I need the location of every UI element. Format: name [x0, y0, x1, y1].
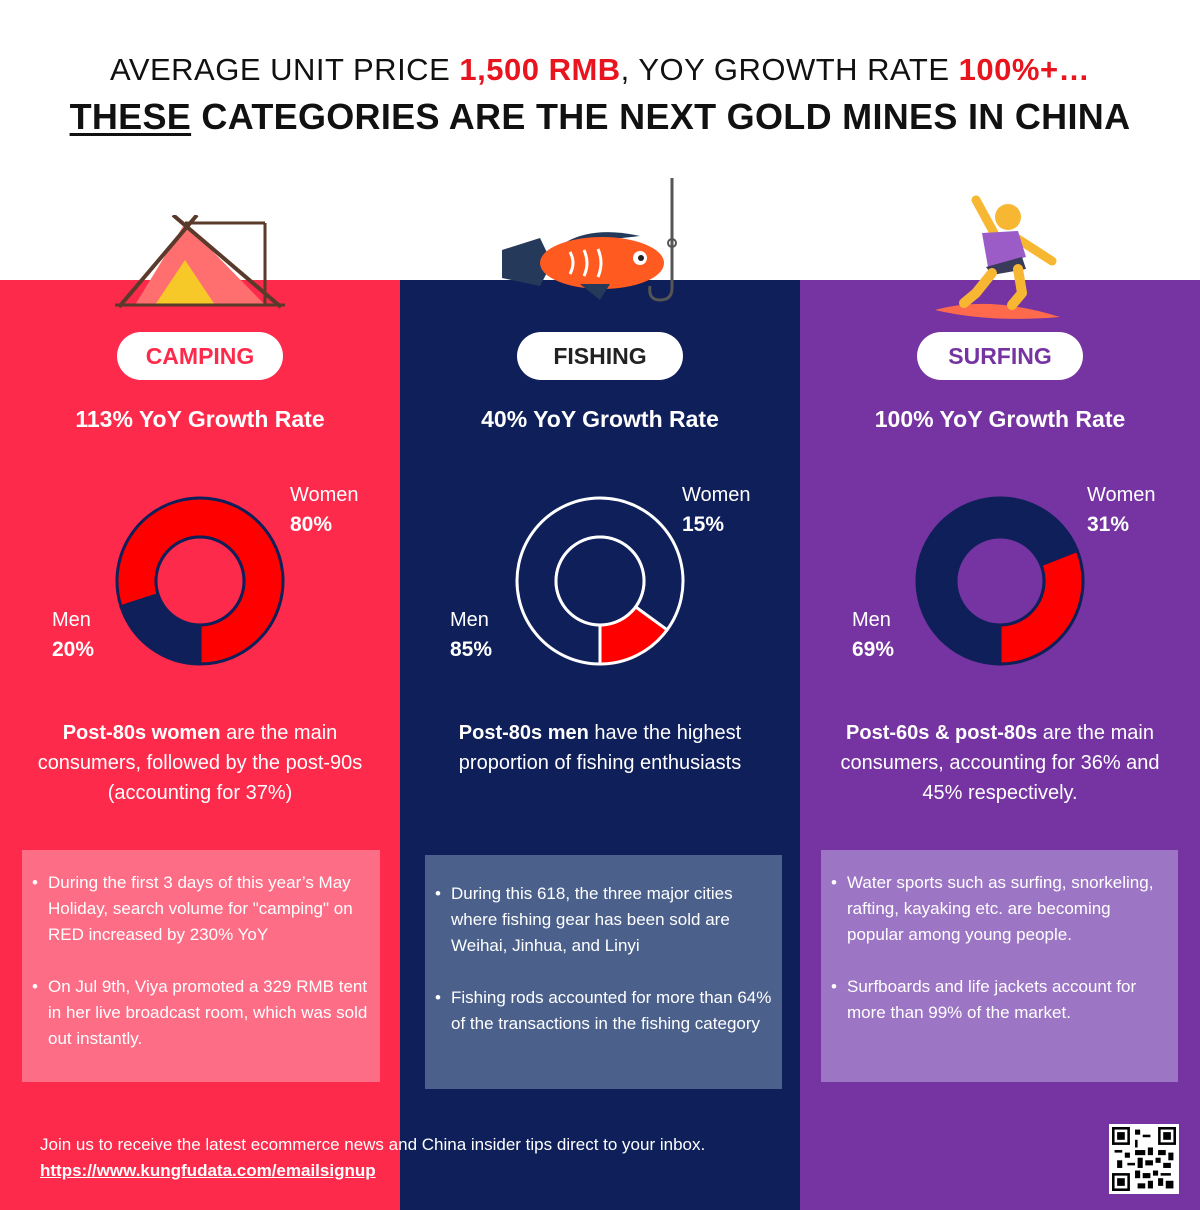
men-label-text: Men: [852, 609, 891, 631]
growth-rate-camping: 113% YoY Growth Rate: [75, 406, 325, 432]
description-surfing: Post-60s & post-80s are the main consume…: [820, 718, 1180, 808]
women-label-text: Women: [1087, 484, 1156, 506]
fact-item: Water sports such as surfing, snorkeling…: [829, 870, 1170, 948]
fish-on-hook-icon: [502, 178, 677, 302]
qr-code-icon: [1109, 1124, 1179, 1194]
growth-rate-fishing: 40% YoY Growth Rate: [481, 406, 719, 432]
men-label-text: Men: [52, 609, 91, 631]
donut-chart-camping: [115, 496, 285, 666]
headline: AVERAGE UNIT PRICE 1,500 RMB, YOY GROWTH…: [0, 52, 1200, 88]
headline-part-3: , YOY GROWTH RATE: [620, 52, 959, 87]
fact-item: On Jul 9th, Viya promoted a 329 RMB tent…: [30, 974, 372, 1052]
women-percent: 15%: [682, 513, 725, 536]
headline-growth: 100%+…: [958, 52, 1091, 87]
headline-price: 1,500 RMB: [459, 52, 621, 87]
donut-hole: [154, 535, 246, 627]
women-label-surfing: Women 31%: [1087, 480, 1156, 540]
men-percent: 85%: [450, 638, 493, 661]
fact-item: During this 618, the three major cities …: [433, 881, 774, 959]
men-label-camping: Men 20%: [52, 605, 94, 665]
surfer-icon: [935, 195, 1060, 319]
donut-hole: [954, 535, 1046, 627]
description-text: are the main consumers, followed by the …: [37, 722, 363, 804]
category-pill-camping: CAMPING: [117, 332, 283, 380]
fishing-column: FISHING 40% YoY Growth Rate Women 15% Me…: [400, 280, 800, 1210]
surfing-column: SURFING 100% YoY Growth Rate Women 31% M…: [800, 280, 1200, 1210]
women-label-text: Women: [682, 484, 751, 506]
donut-hole: [554, 535, 646, 627]
category-pill-fishing: FISHING: [517, 332, 683, 380]
description-bold: Post-80s men: [458, 722, 589, 744]
men-percent: 20%: [52, 638, 95, 661]
description-bold: Post-80s women: [62, 722, 221, 744]
page-title: THESE CATEGORIES ARE THE NEXT GOLD MINES…: [0, 96, 1200, 138]
donut-chart-fishing: [515, 496, 685, 666]
women-percent: 31%: [1087, 513, 1130, 536]
facts-box-camping: During the first 3 days of this year’s M…: [22, 850, 380, 1082]
fact-item: During the first 3 days of this year’s M…: [30, 870, 372, 948]
men-label-surfing: Men 69%: [852, 605, 894, 665]
women-label-camping: Women 80%: [290, 480, 359, 540]
camping-column: CAMPING 113% YoY Growth Rate Women 80% M…: [0, 280, 400, 1210]
description-camping: Post-80s women are the main consumers, f…: [20, 718, 380, 808]
men-label-text: Men: [450, 609, 489, 631]
description-bold: Post-60s & post-80s: [846, 722, 1038, 744]
fact-item: Surfboards and life jackets account for …: [829, 974, 1170, 1026]
women-label-text: Women: [290, 484, 359, 506]
women-label-fishing: Women 15%: [682, 480, 751, 540]
women-percent: 80%: [290, 513, 333, 536]
category-pill-surfing: SURFING: [917, 332, 1083, 380]
footer: Join us to receive the latest ecommerce …: [40, 1132, 705, 1184]
fact-item: Fishing rods accounted for more than 64%…: [433, 985, 774, 1037]
facts-box-surfing: Water sports such as surfing, snorkeling…: [821, 850, 1178, 1082]
tent-icon: [115, 215, 285, 309]
description-fishing: Post-80s men have the highest proportion…: [420, 718, 780, 778]
description-text: are the main consumers, accounting for 3…: [840, 722, 1160, 804]
description-text: have the highest proportion of fishing e…: [458, 722, 742, 774]
facts-box-fishing: During this 618, the three major cities …: [425, 855, 782, 1089]
headline-part-1: AVERAGE UNIT PRICE: [109, 52, 460, 87]
men-percent: 69%: [852, 638, 895, 661]
donut-chart-surfing: [915, 496, 1085, 666]
footer-text: Join us to receive the latest ecommerce …: [40, 1135, 706, 1154]
title-underlined-word: THESE: [69, 96, 192, 137]
email-signup-link[interactable]: https://www.kungfudata.com/emailsignup: [40, 1161, 376, 1180]
growth-rate-surfing: 100% YoY Growth Rate: [874, 406, 1126, 432]
title-rest: CATEGORIES ARE THE NEXT GOLD MINES IN CH…: [191, 96, 1131, 137]
men-label-fishing: Men 85%: [450, 605, 492, 665]
